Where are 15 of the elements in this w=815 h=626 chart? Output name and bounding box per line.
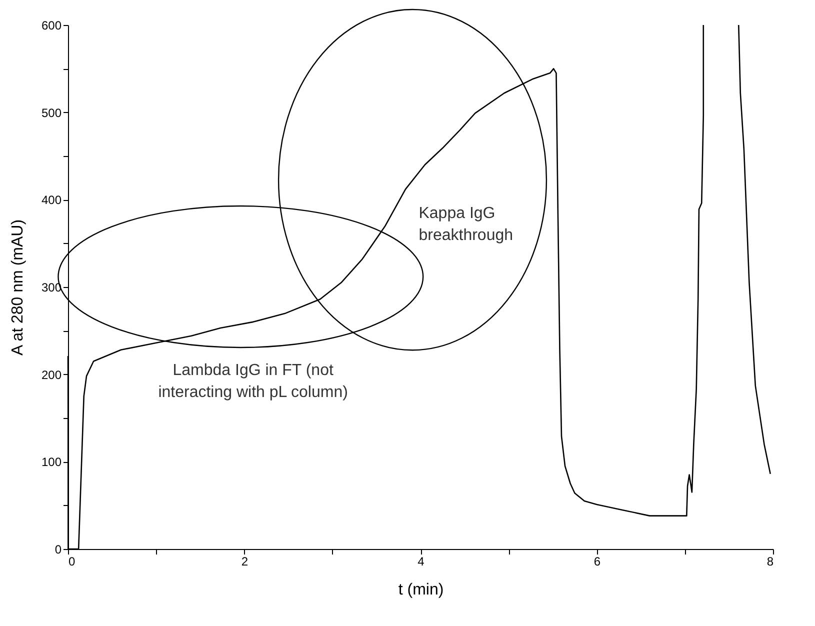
x-tick-label: 8 [766,554,774,568]
x-tick-label: 6 [594,554,601,568]
annotation: Kappa IgG breakthrough [418,204,514,244]
y-tick-label: 200 [41,368,62,382]
x-tick-label: 0 [68,554,76,568]
y-tick-label: 0 [54,542,62,556]
y-axis-title: A at 280 nm (mAU) [9,219,26,356]
y-tick-label: 400 [41,193,62,208]
y-tick-label: 500 [41,106,62,120]
x-tick-label: 2 [241,554,248,568]
y-tick-label: 600 [41,18,62,32]
annotation: Lambda IgG in FT (not interacting with pL column) [158,362,348,401]
x-axis-title: t (min) [398,582,444,598]
y-tick-label: 100 [41,455,62,470]
x-tick-label: 4 [418,554,425,568]
